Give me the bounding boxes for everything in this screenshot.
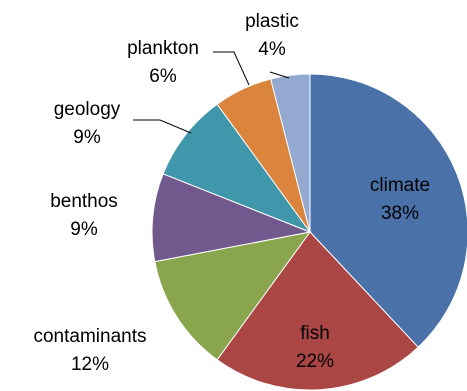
value-label-fish: 22% (296, 351, 334, 372)
category-label-plastic: plastic (245, 11, 299, 32)
category-label-fish: fish (300, 323, 330, 344)
leader-line-geology (133, 119, 192, 134)
pie-slice-fish (216, 231, 419, 391)
leader-lines (133, 51, 290, 134)
pie-slice-geology (162, 103, 312, 234)
pie-slice-benthos (151, 173, 312, 263)
value-label-benthos: 9% (70, 219, 98, 240)
leader-line-plankton (213, 51, 250, 86)
category-label-climate: climate (370, 175, 430, 196)
pie-slices (151, 73, 467, 391)
value-label-contaminants: 12% (71, 354, 109, 375)
slice-labels: climate 38% fish 22% contaminants 12% benthos 9… (33, 11, 430, 375)
leader-line-plastic (269, 71, 290, 79)
pie-slice-climate (309, 73, 467, 348)
value-label-geology: 9% (73, 127, 101, 148)
category-label-contaminants: contaminants (33, 326, 146, 347)
value-label-plankton: 6% (149, 66, 177, 87)
category-label-benthos: benthos (50, 191, 118, 212)
value-label-climate: 38% (381, 203, 419, 224)
pie-slice-plastic (270, 73, 311, 233)
value-label-plastic: 4% (258, 39, 286, 60)
category-label-geology: geology (54, 99, 121, 120)
pie-slice-contaminants (154, 231, 312, 361)
category-label-plankton: plankton (127, 38, 199, 59)
